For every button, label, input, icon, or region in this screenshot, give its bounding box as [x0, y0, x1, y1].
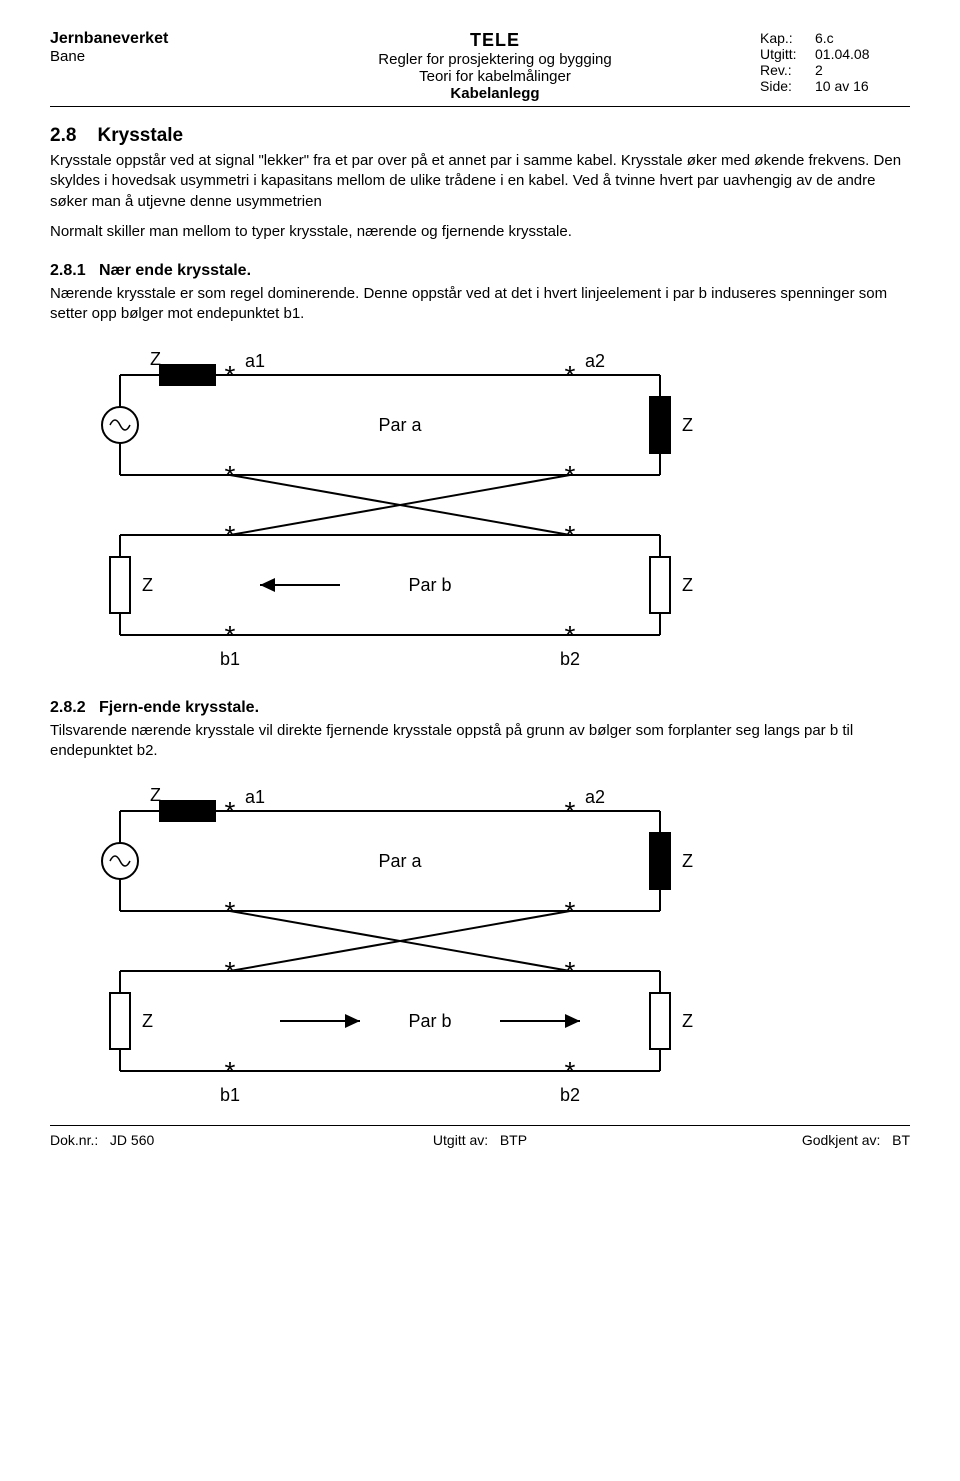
side-value: 10 av 16: [815, 78, 869, 94]
kap-value: 6.c: [815, 30, 834, 46]
doc-title-3: Teori for kabelmålinger: [230, 68, 760, 85]
doc-title-2: Regler for prosjektering og bygging: [230, 51, 760, 68]
svg-text:Z: Z: [142, 575, 153, 595]
diagram-near-end: **Za1a2**ZPar a****b1b2ZZPar b: [80, 335, 910, 679]
svg-text:Z: Z: [150, 349, 161, 369]
para-28-2: Normalt skiller man mellom to typer krys…: [50, 222, 910, 242]
svg-text:b2: b2: [560, 649, 580, 669]
far-end-crosstalk-diagram: **Za1a2**ZPar a****b1b2ZZPar b: [80, 771, 730, 1111]
svg-text:Z: Z: [682, 851, 693, 871]
svg-text:Z: Z: [142, 1011, 153, 1031]
rev-value: 2: [815, 62, 823, 78]
doc-title-1: TELE: [230, 30, 760, 51]
header-center: TELE Regler for prosjektering og bygging…: [230, 30, 760, 102]
heading-2-8-2: 2.8.2 Fjern-ende krysstale.: [50, 699, 910, 717]
doknr-value: JD 560: [110, 1132, 154, 1148]
svg-text:Par a: Par a: [378, 415, 422, 435]
side-label: Side:: [760, 78, 815, 94]
doknr-label: Dok.nr.:: [50, 1132, 98, 1148]
header-left: Jernbaneverket Bane: [50, 30, 230, 102]
para-282-1: Tilsvarende nærende krysstale vil direkt…: [50, 721, 910, 762]
footer-doknr: Dok.nr.: JD 560: [50, 1132, 337, 1148]
sec-num: 2.8.1: [50, 262, 86, 279]
near-end-crosstalk-diagram: **Za1a2**ZPar a****b1b2ZZPar b: [80, 335, 730, 675]
godkjentav-value: BT: [892, 1132, 910, 1148]
page-header: Jernbaneverket Bane TELE Regler for pros…: [50, 30, 910, 107]
svg-text:a2: a2: [585, 351, 605, 371]
svg-text:Z: Z: [150, 785, 161, 805]
org-sub: Bane: [50, 48, 230, 65]
para-281-1: Nærende krysstale er som regel domineren…: [50, 284, 910, 325]
sec-title: Krysstale: [98, 125, 184, 146]
header-meta: Kap.:6.c Utgitt:01.04.08 Rev.:2 Side:10 …: [760, 30, 910, 102]
heading-2-8-1: 2.8.1 Nær ende krysstale.: [50, 262, 910, 280]
svg-text:Z: Z: [682, 1011, 693, 1031]
svg-text:a1: a1: [245, 351, 265, 371]
utgitt-value: 01.04.08: [815, 46, 870, 62]
svg-text:b1: b1: [220, 1085, 240, 1105]
utgitt-label: Utgitt:: [760, 46, 815, 62]
svg-text:Par b: Par b: [408, 575, 451, 595]
sec-num: 2.8.2: [50, 699, 86, 716]
utgittav-label: Utgitt av:: [433, 1132, 488, 1148]
svg-text:a1: a1: [245, 787, 265, 807]
page-footer: Dok.nr.: JD 560 Utgitt av: BTP Godkjent …: [50, 1125, 910, 1148]
svg-text:b1: b1: [220, 649, 240, 669]
para-28-1: Krysstale oppstår ved at signal "lekker"…: [50, 151, 910, 212]
footer-godkjentav: Godkjent av: BT: [623, 1132, 910, 1148]
svg-text:Par a: Par a: [378, 851, 422, 871]
utgittav-value: BTP: [500, 1132, 527, 1148]
sec-title: Fjern-ende krysstale.: [99, 699, 259, 716]
doc-title-4: Kabelanlegg: [230, 85, 760, 102]
footer-utgittav: Utgitt av: BTP: [337, 1132, 624, 1148]
svg-text:b2: b2: [560, 1085, 580, 1105]
rev-label: Rev.:: [760, 62, 815, 78]
svg-text:Z: Z: [682, 575, 693, 595]
heading-2-8: 2.8 Krysstale: [50, 125, 910, 147]
svg-text:Par b: Par b: [408, 1011, 451, 1031]
diagram-far-end: **Za1a2**ZPar a****b1b2ZZPar b: [80, 771, 910, 1115]
org-name: Jernbaneverket: [50, 30, 230, 48]
svg-text:a2: a2: [585, 787, 605, 807]
sec-title: Nær ende krysstale.: [99, 262, 251, 279]
godkjentav-label: Godkjent av:: [802, 1132, 881, 1148]
kap-label: Kap.:: [760, 30, 815, 46]
sec-num: 2.8: [50, 125, 76, 146]
svg-text:Z: Z: [682, 415, 693, 435]
